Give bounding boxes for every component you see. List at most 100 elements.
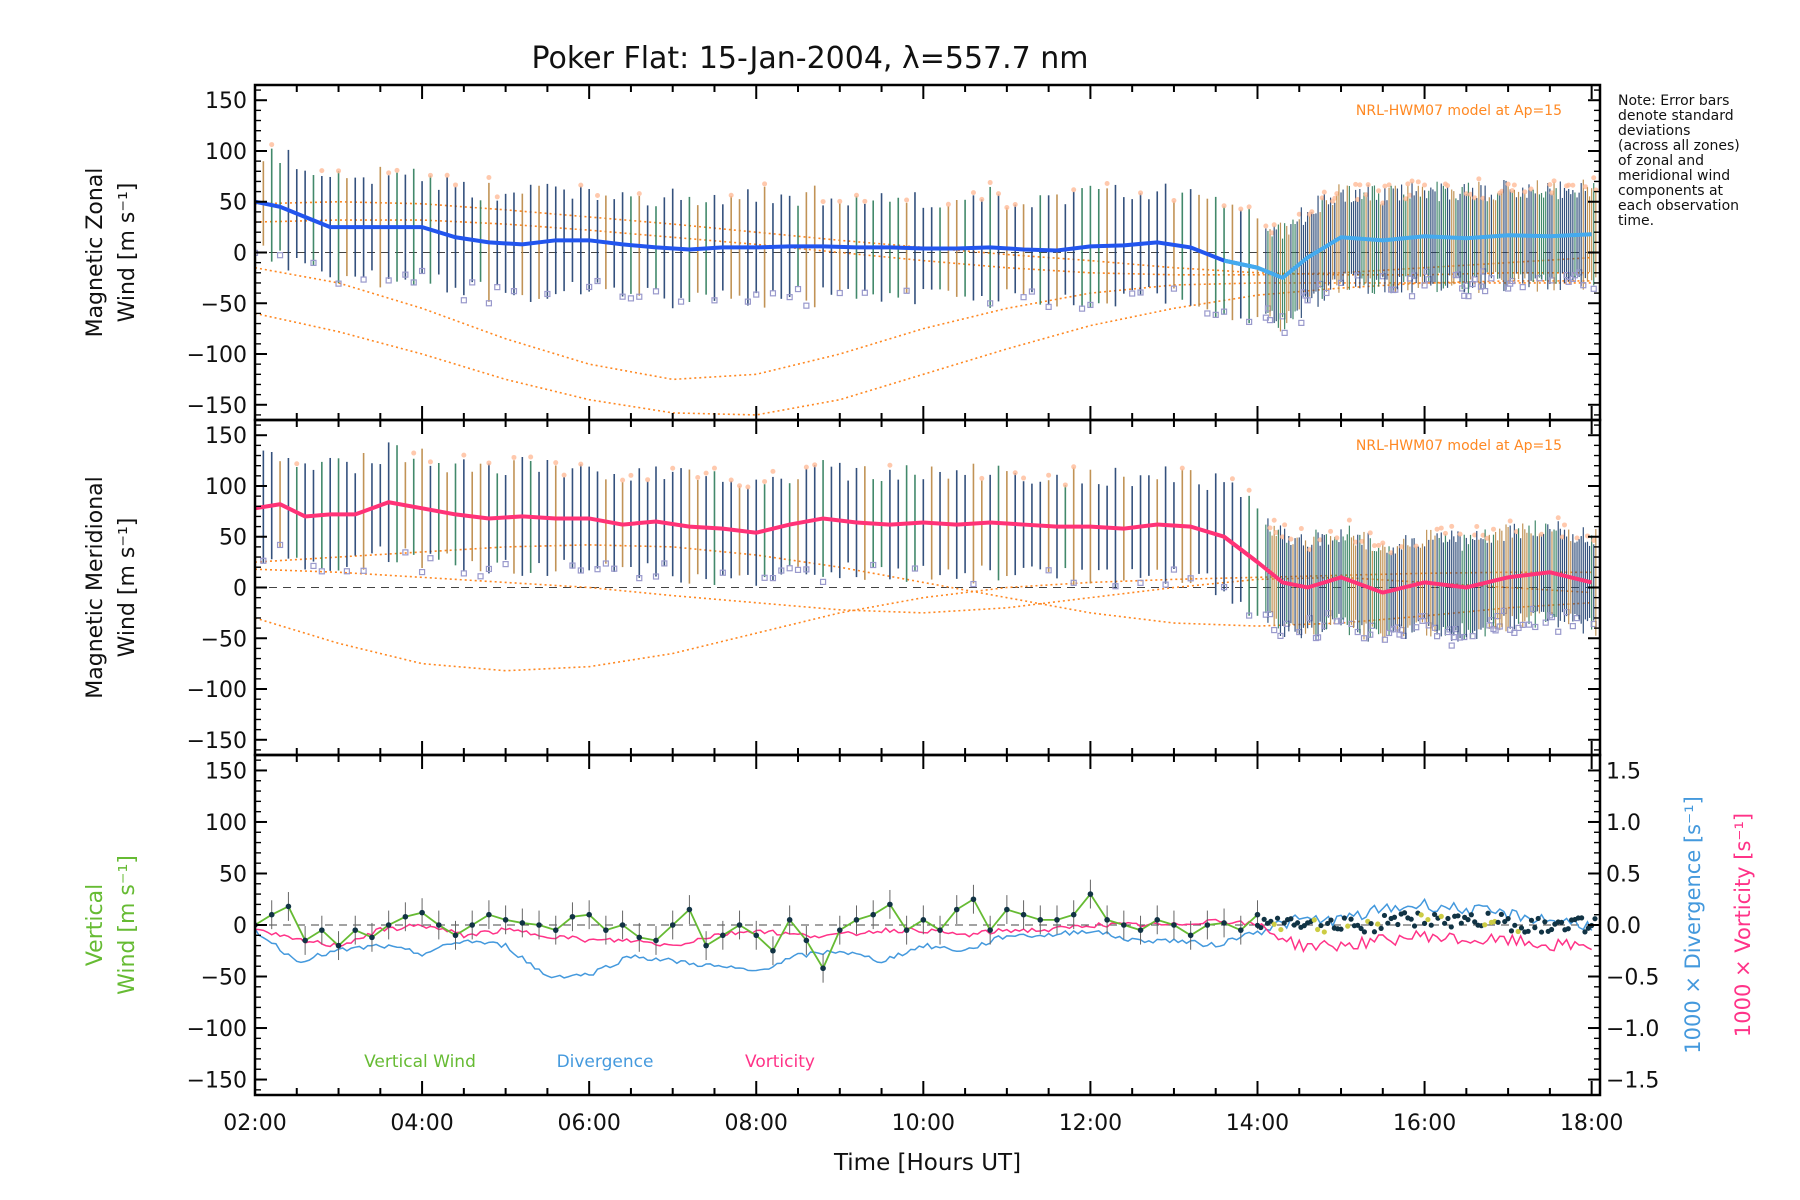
scatter-point xyxy=(1559,534,1565,540)
vertical-wind-point xyxy=(1431,911,1438,918)
vertical-wind-point xyxy=(1371,929,1378,935)
scatter-point xyxy=(1471,276,1478,283)
vertical-wind-point xyxy=(1508,928,1515,934)
vertical-wind-point xyxy=(1408,916,1414,922)
y-axis-label: Wind [m s⁻¹] xyxy=(115,183,140,323)
scatter-point xyxy=(1337,617,1345,624)
vertical-wind-point xyxy=(1395,921,1401,928)
note-line: time. xyxy=(1618,213,1654,229)
scatter-point xyxy=(461,452,467,458)
note-line: meridional wind xyxy=(1618,168,1730,184)
vertical-wind-point xyxy=(1502,918,1508,925)
scatter-point xyxy=(979,475,985,481)
scatter-point xyxy=(1472,532,1478,538)
legend-item: Divergence xyxy=(557,1052,654,1072)
vertical-wind-point xyxy=(1528,917,1535,923)
model-annotation: NRL-HWM07 model at Ap=15 xyxy=(1356,103,1562,119)
scatter-point xyxy=(1465,293,1472,300)
scatter-point xyxy=(619,293,626,300)
scatter-point xyxy=(1405,181,1411,187)
vertical-wind-point xyxy=(753,932,760,939)
vertical-wind-point xyxy=(636,934,643,941)
vertical-wind-point xyxy=(1505,916,1511,922)
scatter-point xyxy=(645,477,651,483)
model-annotation: NRL-HWM07 model at Ap=15 xyxy=(1356,438,1562,454)
scatter-point xyxy=(1532,623,1539,631)
vertical-wind-point xyxy=(536,922,542,928)
scatter-point xyxy=(1229,476,1235,482)
vertical-wind-point xyxy=(1325,920,1331,927)
scatter-point xyxy=(427,459,433,465)
scatter-point xyxy=(627,295,635,302)
scatter-point xyxy=(1317,537,1323,543)
scatter-point xyxy=(794,566,802,573)
vertical-wind-point xyxy=(1204,922,1211,928)
scatter-point xyxy=(444,172,450,178)
scatter-point xyxy=(561,472,567,478)
scatter-point xyxy=(1403,196,1409,202)
scatter-point xyxy=(1045,303,1052,310)
scatter-point xyxy=(836,289,843,297)
panel-zonal: NRL-HWM07 model at Ap=15 150 100 50 0 −50 −100… xyxy=(83,83,1602,422)
scatter-point xyxy=(1187,575,1194,582)
scatter-point xyxy=(769,290,777,297)
scatter-point xyxy=(1028,288,1036,295)
scatter-point xyxy=(1367,631,1374,638)
scatter-point xyxy=(987,300,994,307)
right-tick-label: 1.0 xyxy=(1606,811,1641,836)
series-line-meridional xyxy=(255,500,1259,564)
plot-area-zonal xyxy=(255,142,1600,416)
scatter-point xyxy=(1070,579,1077,586)
scatter-point xyxy=(1271,222,1277,228)
scatter-point xyxy=(769,575,777,582)
vertical-wind-point xyxy=(1495,919,1501,925)
vertical-wind-point xyxy=(1341,915,1347,921)
model-curve xyxy=(255,280,1592,416)
vertical-wind-point xyxy=(1268,918,1274,924)
vertical-wind-point xyxy=(1385,920,1391,926)
scatter-point xyxy=(661,560,668,567)
y-tick-label: −150 xyxy=(187,394,247,419)
scatter-point xyxy=(486,460,492,466)
scatter-point xyxy=(1281,329,1288,336)
vertical-wind-point xyxy=(1154,917,1161,923)
scatter-point xyxy=(803,302,810,309)
scatter-point xyxy=(1179,465,1185,471)
scatter-point xyxy=(343,568,350,575)
scatter-point xyxy=(1468,191,1474,197)
y-tick-label: −150 xyxy=(187,729,247,754)
vertical-wind-point xyxy=(1315,926,1321,933)
scatter-point xyxy=(502,561,509,568)
y-tick-label: 150 xyxy=(205,89,247,114)
model-curve xyxy=(255,544,1592,627)
scatter-point xyxy=(1170,285,1178,292)
vertical-wind-point xyxy=(1281,920,1287,926)
scatter-point xyxy=(1449,523,1455,529)
scatter-point xyxy=(260,557,267,564)
scatter-point xyxy=(336,168,342,174)
y-tick-label: 0 xyxy=(233,242,247,267)
y-tick-label: −50 xyxy=(201,292,247,317)
vertical-wind-point xyxy=(1054,917,1060,923)
scatter-point xyxy=(1380,200,1386,206)
scatter-point xyxy=(1448,642,1455,649)
scatter-point xyxy=(887,462,893,468)
scatter-point xyxy=(762,479,768,485)
vertical-wind-point xyxy=(1579,915,1585,921)
vertical-wind-point xyxy=(1425,916,1431,923)
right-tick-label: 1.5 xyxy=(1606,759,1641,784)
right-axis-label-divergence: 1000 × Divergence [s⁻¹] xyxy=(1681,796,1705,1054)
vertical-wind-point xyxy=(1391,914,1398,920)
scatter-point xyxy=(578,461,584,467)
scatter-point xyxy=(1129,290,1136,297)
x-tick-label: 02:00 xyxy=(223,1111,286,1136)
vertical-wind-point xyxy=(519,920,526,926)
vertical-wind-point xyxy=(1538,929,1545,935)
scatter-point xyxy=(786,294,793,301)
scatter-point xyxy=(1399,544,1405,550)
scatter-point xyxy=(594,277,601,285)
scatter-point xyxy=(1477,283,1485,290)
scatter-point xyxy=(1590,285,1597,292)
vertical-wind-point xyxy=(1375,921,1381,927)
scatter-point xyxy=(269,142,275,148)
